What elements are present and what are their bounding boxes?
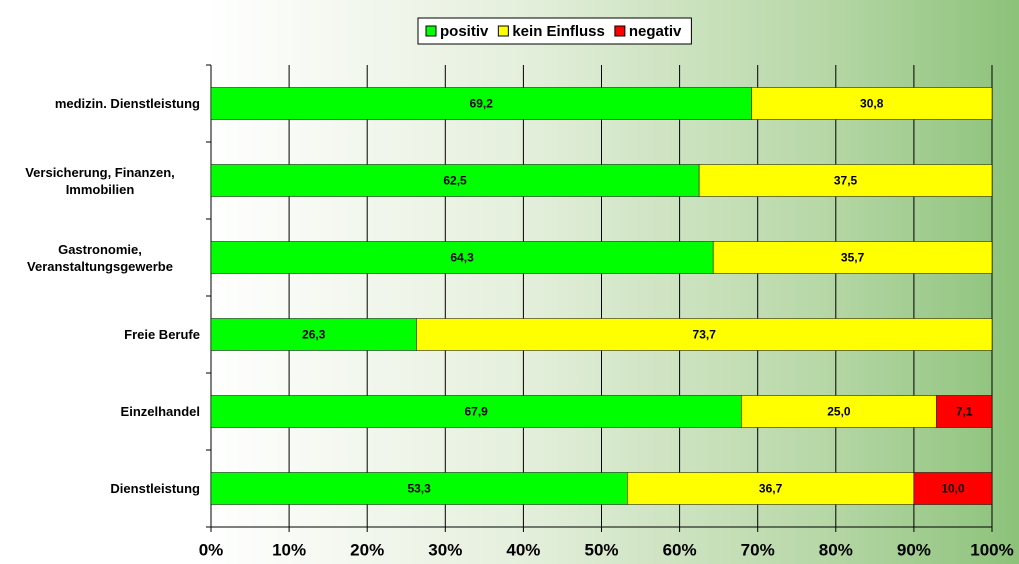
y-tick-label: Freie Berufe — [0, 315, 200, 355]
y-tick-label: Versicherung, Finanzen, Immobilien — [0, 161, 200, 201]
data-label: 53,3 — [407, 482, 431, 496]
data-label: 62,5 — [443, 174, 467, 188]
data-label: 67,9 — [464, 405, 488, 419]
legend-swatch — [497, 25, 509, 37]
legend-swatch — [614, 25, 626, 37]
data-label: 25,0 — [827, 405, 851, 419]
x-tick-label: 100% — [970, 540, 1013, 559]
bar — [913, 472, 993, 505]
data-label: 30,8 — [860, 97, 884, 111]
data-label: 10,0 — [941, 482, 965, 496]
bar — [210, 395, 742, 428]
category-text: Gastronomie, Veranstaltungsgewerbe — [27, 241, 173, 274]
x-tick-label: 90% — [897, 540, 931, 559]
legend-label: positiv — [440, 23, 489, 40]
data-label: 7,1 — [956, 405, 973, 419]
bar — [210, 164, 700, 197]
category-text: Versicherung, Finanzen, Immobilien — [25, 164, 175, 197]
x-tick-label: 20% — [350, 540, 384, 559]
x-tick-label: 40% — [506, 540, 540, 559]
x-tick-label: 50% — [584, 540, 618, 559]
data-label: 26,3 — [302, 328, 326, 342]
legend-label: kein Einfluss — [512, 23, 605, 40]
legend-box — [417, 17, 692, 45]
y-tick-label: Dienstleistung — [0, 469, 200, 509]
data-label: 37,5 — [834, 174, 858, 188]
bar — [210, 87, 752, 120]
data-label: 36,7 — [759, 482, 783, 496]
legend-swatch — [425, 25, 437, 37]
x-tick-label: 60% — [663, 540, 697, 559]
x-tick-label: 80% — [819, 540, 853, 559]
data-label: 73,7 — [693, 328, 717, 342]
category-text: medizin. Dienstleistung — [54, 96, 200, 111]
bar — [698, 164, 993, 197]
x-tick-label: 30% — [428, 540, 462, 559]
bar — [416, 318, 993, 351]
y-tick-label: medizin. Dienstleistung — [0, 84, 200, 124]
category-text: Einzelhandel — [120, 404, 200, 419]
bar — [751, 87, 993, 120]
y-tick-label: Einzelhandel — [0, 392, 200, 432]
bar — [712, 241, 993, 274]
x-tick-label: 0% — [199, 540, 224, 559]
data-label: 69,2 — [470, 97, 494, 111]
bar — [741, 395, 937, 428]
category-text: Freie Berufe — [124, 327, 200, 342]
legend-label: negativ — [629, 23, 682, 40]
bar — [936, 395, 993, 428]
bar — [210, 318, 417, 351]
x-tick-label: 70% — [741, 540, 775, 559]
x-tick-label: 10% — [272, 540, 306, 559]
data-label: 64,3 — [450, 251, 474, 265]
bar — [627, 472, 915, 505]
category-text: Dienstleistung — [110, 481, 200, 496]
y-tick-label: Gastronomie, Veranstaltungsgewerbe — [0, 238, 200, 278]
data-label: 35,7 — [841, 251, 865, 265]
bar — [210, 472, 628, 505]
